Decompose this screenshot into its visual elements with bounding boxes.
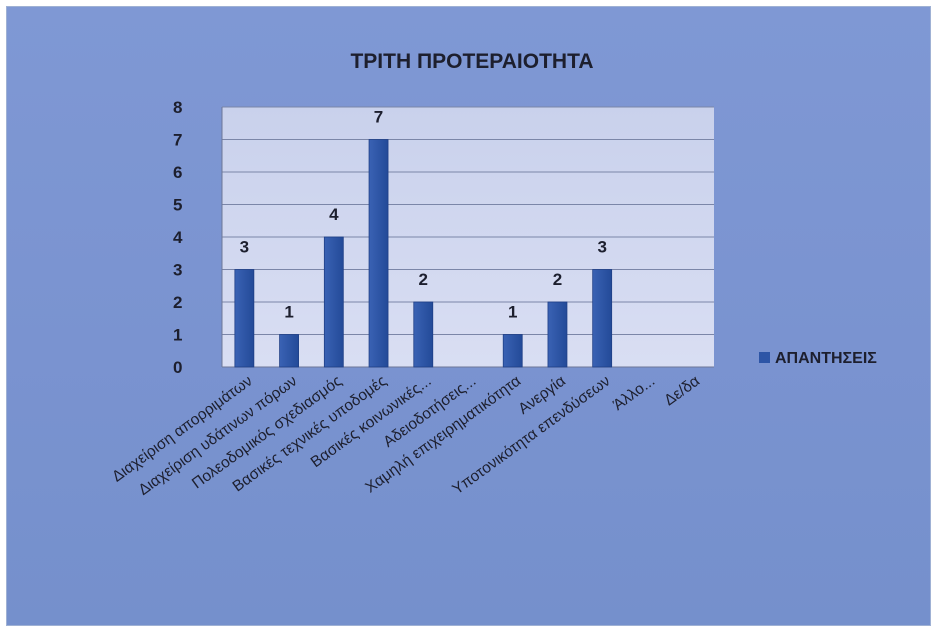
y-tick-label: 4 (173, 228, 183, 247)
y-tick-label: 3 (173, 261, 182, 280)
bar (502, 334, 523, 368)
x-category-label: Άλλο... (610, 372, 658, 413)
x-category-label: Δε/δα (661, 372, 703, 409)
data-label: 2 (553, 270, 562, 289)
bar (279, 334, 299, 368)
legend: ΑΠΑΝΤΗΣΕΙΣ (759, 350, 877, 367)
y-tick-label: 6 (173, 163, 182, 182)
bar (592, 269, 613, 368)
bar (547, 301, 568, 368)
bar (413, 301, 434, 368)
data-label: 2 (419, 270, 428, 289)
data-label: 1 (508, 303, 517, 322)
data-label: 1 (284, 303, 293, 322)
legend-swatch (759, 352, 770, 363)
chart-frame: ΤΡΙΤΗ ΠΡΟΤΕΡΑΙΟΤΗΤΑ 0 1 2 3 4 5 6 7 8 3 Διαχείριση… (6, 6, 931, 626)
legend-label: ΑΠΑΝΤΗΣΕΙΣ (775, 350, 877, 367)
y-tick-label: 5 (173, 196, 182, 215)
y-tick-label: 0 (173, 358, 182, 377)
data-label: 7 (374, 108, 383, 127)
bar (368, 139, 389, 368)
data-label: 4 (329, 205, 339, 224)
y-tick-label: 2 (173, 293, 182, 312)
data-label: 3 (597, 238, 606, 257)
y-tick-label: 1 (173, 326, 182, 345)
bar (234, 269, 255, 368)
chart-svg: ΤΡΙΤΗ ΠΡΟΤΕΡΑΙΟΤΗΤΑ 0123456783Διαχείριση… (109, 50, 877, 499)
y-tick-label: 7 (173, 131, 182, 150)
y-tick-label: 8 (173, 98, 182, 117)
chart-title: ΤΡΙΤΗ ΠΡΟΤΕΡΑΙΟΤΗΤΑ (350, 50, 593, 73)
data-label: 3 (240, 238, 249, 257)
bar (323, 236, 344, 368)
